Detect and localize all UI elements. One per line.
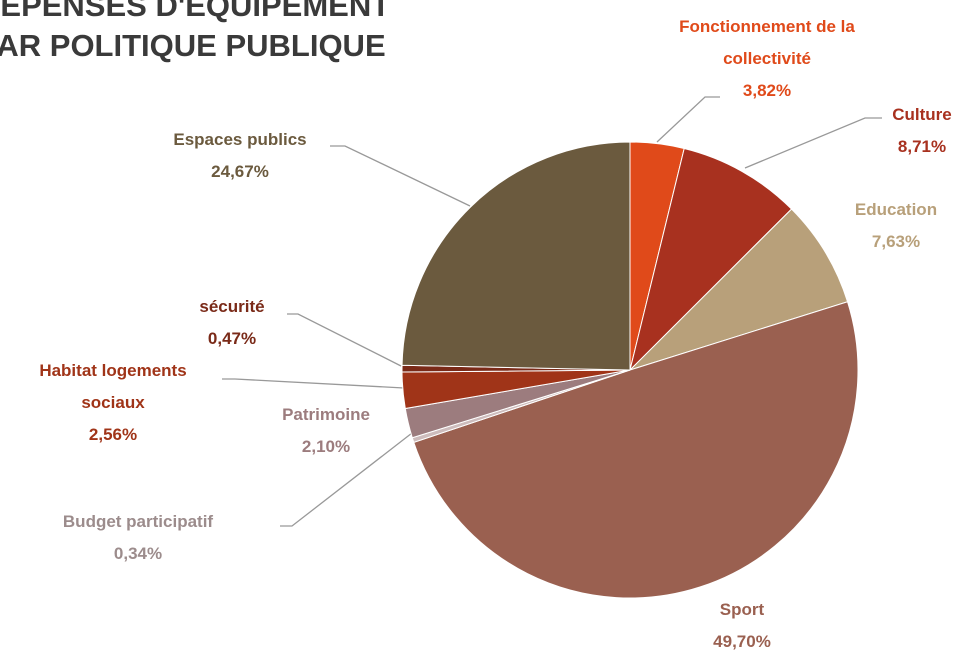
value-label: 3,82% xyxy=(742,81,792,100)
category-label: sécurité xyxy=(199,297,265,316)
leader-line xyxy=(222,378,405,389)
value-label: 8,71% xyxy=(897,137,947,156)
slice-label: Culture 8,71% xyxy=(862,99,971,163)
category-label: Sport xyxy=(719,600,765,619)
category-label: Habitat logements sociaux xyxy=(39,361,187,412)
title-line: DÉPENSES D'ÉQUIPEMENT xyxy=(0,0,391,23)
slice-label: Espaces publics 24,67% xyxy=(130,124,350,188)
leader-line xyxy=(287,313,402,367)
value-label: 0,47% xyxy=(207,329,257,348)
leader-lines xyxy=(222,96,882,527)
title-line: PAR POLITIQUE PUBLIQUE xyxy=(0,28,386,63)
category-label: Fonctionnement de la collectivité xyxy=(679,17,855,68)
value-label: 2,56% xyxy=(88,425,138,444)
slice-label: Patrimoine 2,10% xyxy=(246,399,406,463)
slice-label: sécurité 0,47% xyxy=(172,291,292,355)
slice-label: Habitat logements sociaux 2,56% xyxy=(8,355,218,451)
pie-slice xyxy=(629,208,849,371)
category-label: Budget participatif xyxy=(62,512,214,531)
leader-line xyxy=(744,117,882,169)
chart-title: DÉPENSES D'ÉQUIPEMENT PAR POLITIQUE PUBL… xyxy=(0,0,390,66)
category-label: Patrimoine xyxy=(282,405,370,424)
leader-line xyxy=(330,145,471,207)
pie-slice xyxy=(401,141,631,371)
value-label: 0,34% xyxy=(113,544,163,563)
value-label: 2,10% xyxy=(301,437,351,456)
leader-line xyxy=(280,432,413,527)
value-label: 49,70% xyxy=(713,632,771,651)
value-label: 24,67% xyxy=(211,162,269,181)
slice-label: Fonctionnement de la collectivité 3,82% xyxy=(647,11,887,107)
category-label: Culture xyxy=(892,105,952,124)
value-label: 7,63% xyxy=(871,232,921,251)
slice-label: Sport 49,70% xyxy=(662,594,822,658)
pie-slice xyxy=(629,147,793,372)
category-label: Espaces publics xyxy=(173,130,307,149)
slice-label: Budget participatif 0,34% xyxy=(8,506,268,570)
pie-slice xyxy=(413,301,859,599)
leader-line xyxy=(656,96,720,143)
slice-label: Education 7,63% xyxy=(816,194,971,258)
category-label: Education xyxy=(854,200,938,219)
